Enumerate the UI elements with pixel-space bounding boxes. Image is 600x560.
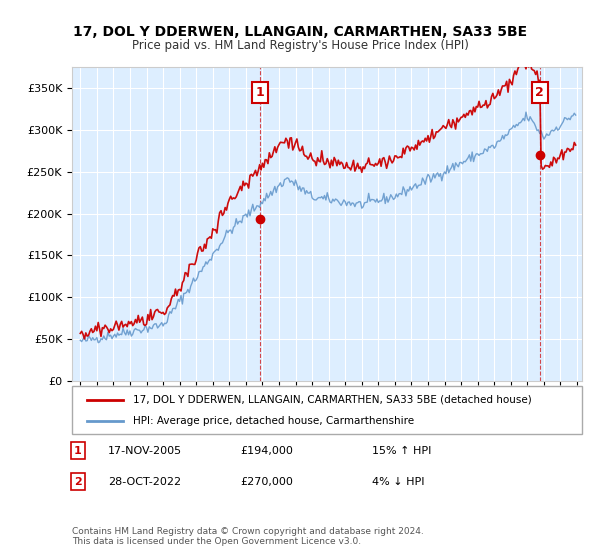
Text: HPI: Average price, detached house, Carmarthenshire: HPI: Average price, detached house, Carm…: [133, 416, 415, 426]
Text: 1: 1: [255, 86, 264, 99]
Text: 17-NOV-2005: 17-NOV-2005: [108, 446, 182, 456]
FancyBboxPatch shape: [72, 386, 582, 434]
Text: £194,000: £194,000: [240, 446, 293, 456]
Text: 17, DOL Y DDERWEN, LLANGAIN, CARMARTHEN, SA33 5BE (detached house): 17, DOL Y DDERWEN, LLANGAIN, CARMARTHEN,…: [133, 395, 532, 405]
Text: 17, DOL Y DDERWEN, LLANGAIN, CARMARTHEN, SA33 5BE: 17, DOL Y DDERWEN, LLANGAIN, CARMARTHEN,…: [73, 25, 527, 39]
Text: 1: 1: [74, 446, 82, 456]
Text: 28-OCT-2022: 28-OCT-2022: [108, 477, 181, 487]
Text: Price paid vs. HM Land Registry's House Price Index (HPI): Price paid vs. HM Land Registry's House …: [131, 39, 469, 52]
Text: 2: 2: [535, 86, 544, 99]
Text: £270,000: £270,000: [240, 477, 293, 487]
Text: 4% ↓ HPI: 4% ↓ HPI: [372, 477, 425, 487]
Text: 2: 2: [74, 477, 82, 487]
Text: 15% ↑ HPI: 15% ↑ HPI: [372, 446, 431, 456]
Text: Contains HM Land Registry data © Crown copyright and database right 2024.
This d: Contains HM Land Registry data © Crown c…: [72, 526, 424, 546]
